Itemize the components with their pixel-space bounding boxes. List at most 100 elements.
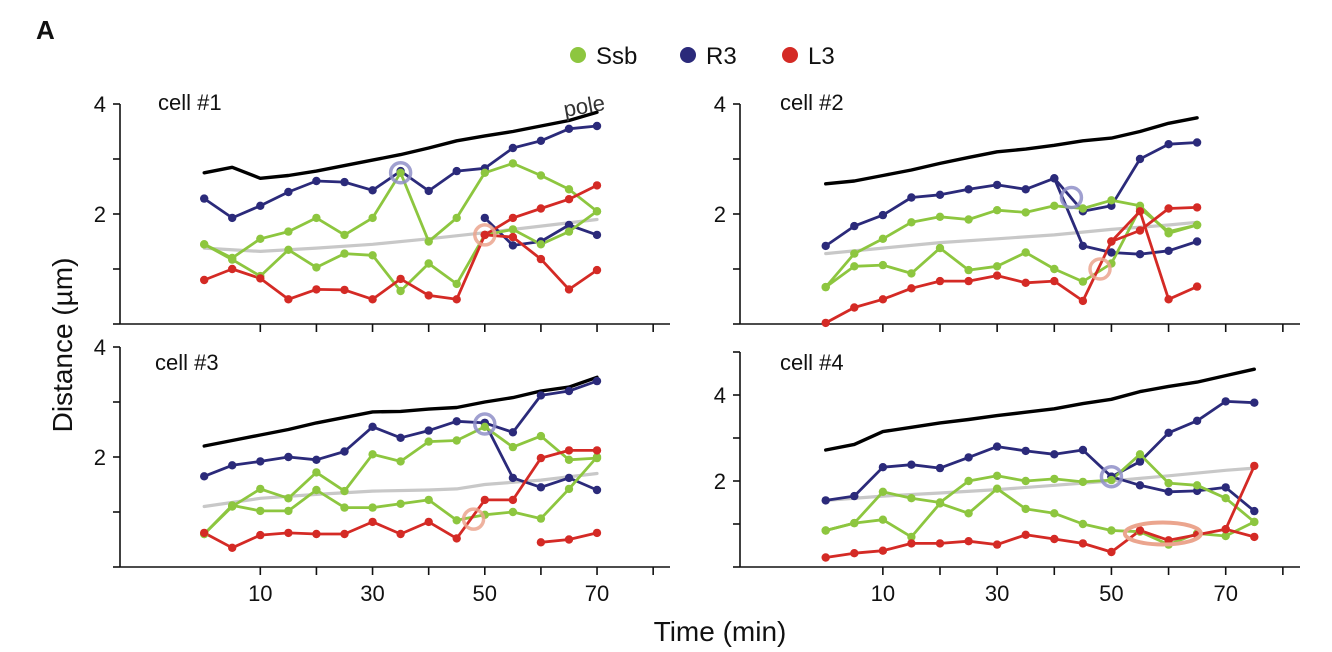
data-point-r3 — [452, 417, 461, 426]
data-point-l3 — [396, 274, 405, 284]
panel-cell-3: 2 4 10 30 50 70 cell #3 — [94, 335, 670, 606]
data-point-ssb — [964, 476, 973, 486]
data-point-l3 — [536, 204, 546, 213]
data-point-r3 — [424, 186, 433, 196]
data-point-ssb — [396, 286, 405, 296]
data-point-l3 — [564, 195, 574, 204]
data-point-r3 — [1021, 446, 1030, 456]
data-point-l3 — [592, 446, 602, 455]
highlight-circle — [388, 161, 413, 185]
x-tick-label: 30 — [360, 581, 384, 606]
data-point-ssb — [312, 485, 321, 495]
data-point-l3 — [396, 529, 405, 539]
highlight-circle — [473, 223, 497, 247]
data-point-ssb — [964, 265, 973, 275]
data-point-ssb — [592, 452, 602, 462]
highlight-circle — [1099, 464, 1124, 489]
data-point-l3 — [1135, 226, 1145, 235]
data-point-r3 — [1050, 450, 1059, 459]
data-point-l3 — [1050, 534, 1059, 544]
data-point-ssb — [200, 240, 209, 249]
data-point-r3 — [508, 143, 518, 153]
data-point-l3 — [1250, 532, 1259, 542]
data-point-l3 — [564, 446, 574, 455]
data-point-r3 — [284, 452, 293, 462]
series-line-midcell — [202, 217, 599, 253]
data-point-ssb — [480, 422, 489, 431]
data-point-ssb — [1021, 248, 1030, 257]
data-point-ssb — [424, 237, 433, 246]
panel-cell-4: 2 4 10 30 50 70 cell #4 — [714, 350, 1300, 606]
data-point-ssb — [368, 251, 377, 260]
data-point-r3 — [368, 422, 377, 431]
data-point-ssb — [1164, 478, 1173, 488]
data-point-l3 — [508, 232, 518, 242]
series-line-ssb — [824, 198, 1199, 289]
data-point-r3 — [424, 426, 433, 435]
data-point-ssb — [340, 486, 349, 496]
data-point-l3 — [821, 553, 830, 562]
legend-marker-l3 — [782, 47, 798, 63]
data-point-ssb — [935, 212, 945, 221]
data-point-ssb — [424, 495, 433, 505]
series-line-r3 — [824, 399, 1256, 502]
data-point-ssb — [1050, 474, 1059, 484]
data-point-l3 — [536, 453, 546, 463]
data-point-r3 — [368, 186, 377, 195]
data-point-ssb — [368, 450, 377, 459]
data-point-r3 — [452, 166, 461, 176]
legend: Ssb R3 L3 — [570, 43, 835, 70]
data-point-ssb — [592, 207, 602, 216]
data-point-ssb — [228, 501, 237, 510]
data-point-l3 — [592, 181, 602, 190]
data-point-l3 — [284, 528, 293, 538]
data-point-r3 — [592, 230, 602, 240]
data-point-r3 — [1164, 140, 1173, 149]
data-point-ssb — [340, 503, 349, 512]
panel-title: cell #2 — [780, 90, 844, 115]
data-point-r3 — [200, 472, 209, 481]
data-point-l3 — [424, 517, 433, 527]
data-point-l3 — [1107, 237, 1116, 246]
data-point-ssb — [1192, 481, 1202, 490]
data-point-r3 — [1021, 185, 1030, 194]
panel-cell-1: 2 4 cell #1 pole — [94, 90, 670, 332]
data-point-r3 — [907, 193, 916, 202]
legend-label-r3: R3 — [706, 43, 737, 70]
series-line-l3 — [1110, 209, 1199, 301]
data-point-l3 — [850, 303, 859, 312]
series-line-l3 — [824, 205, 1199, 325]
data-point-r3 — [907, 460, 916, 469]
data-point-l3 — [340, 529, 349, 539]
y-tick-label: 2 — [714, 202, 726, 227]
pole-label: pole — [562, 90, 607, 122]
data-point-l3 — [452, 534, 461, 543]
data-point-l3 — [256, 530, 265, 540]
data-point-l3 — [480, 495, 489, 505]
data-point-ssb — [992, 206, 1002, 215]
data-point-ssb — [228, 255, 237, 264]
data-point-l3 — [228, 264, 237, 274]
x-tick-label: 50 — [473, 581, 497, 606]
series-line-pole — [202, 375, 599, 448]
data-point-l3 — [935, 539, 945, 548]
data-point-ssb — [480, 168, 489, 177]
data-point-ssb — [1164, 227, 1173, 236]
data-point-l3 — [1192, 203, 1202, 212]
data-point-ssb — [452, 213, 461, 223]
data-point-ssb — [1050, 509, 1059, 518]
series-line-l3 — [824, 464, 1256, 559]
data-point-ssb — [1050, 201, 1059, 210]
data-point-l3 — [1021, 278, 1030, 287]
series-line-r3 — [1110, 475, 1256, 513]
data-point-r3 — [256, 201, 265, 210]
y-tick-label: 2 — [94, 202, 106, 227]
data-point-r3 — [1135, 250, 1145, 259]
data-point-ssb — [284, 245, 293, 254]
data-point-r3 — [1250, 398, 1259, 407]
x-tick-label: 30 — [985, 581, 1009, 606]
data-point-l3 — [564, 285, 574, 294]
data-point-r3 — [878, 210, 888, 220]
data-point-ssb — [992, 484, 1002, 493]
data-point-ssb — [935, 499, 945, 508]
